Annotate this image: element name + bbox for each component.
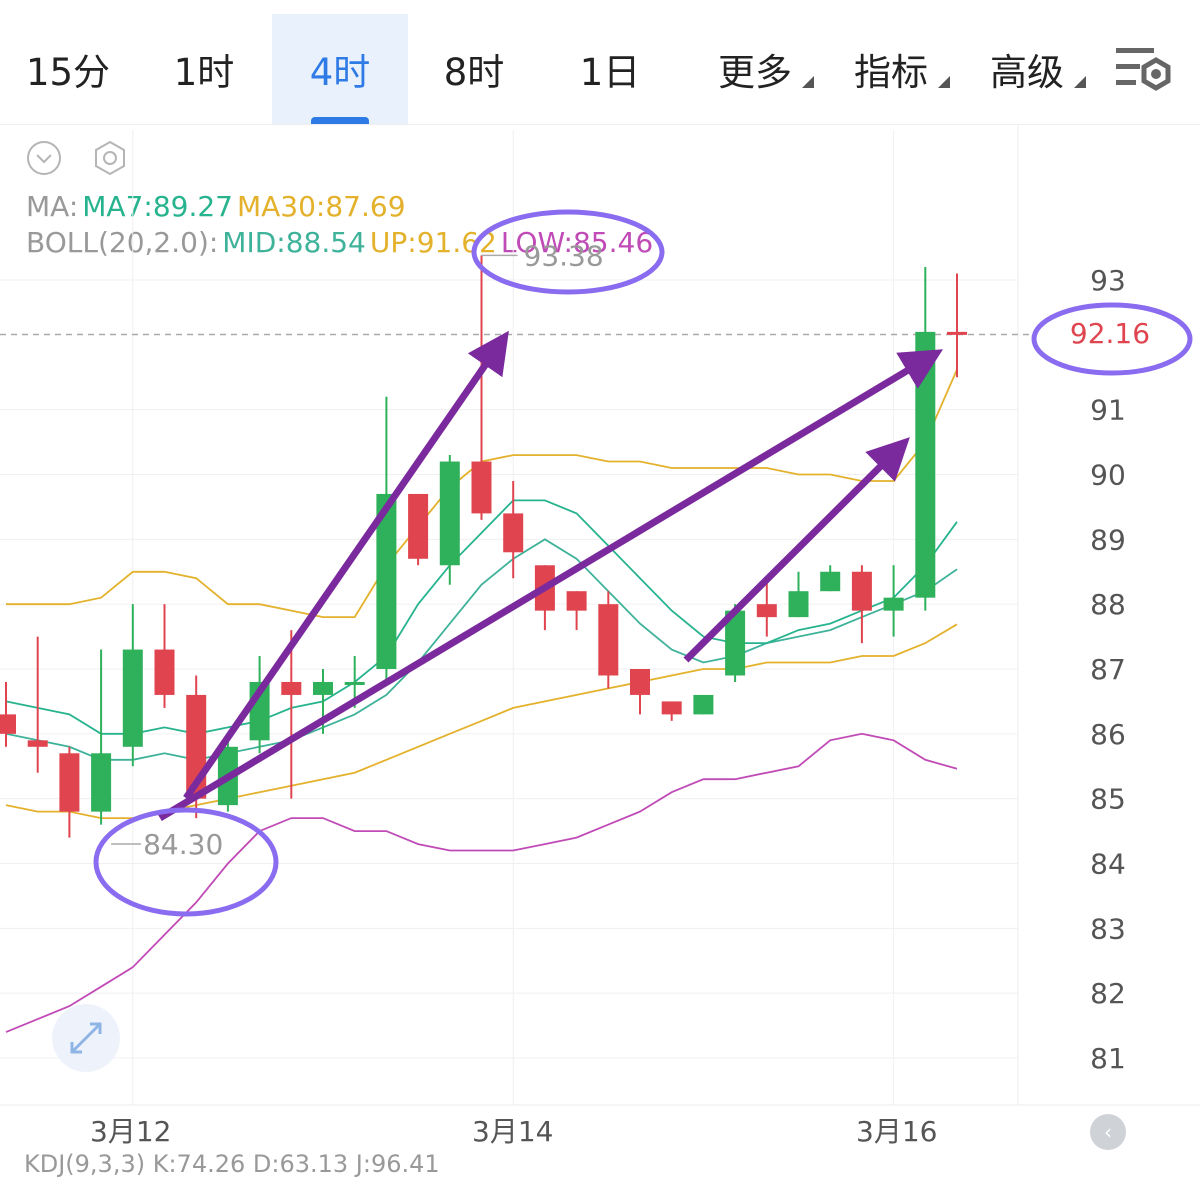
ma-prefix: MA: xyxy=(26,190,79,223)
more-label: 更多 xyxy=(718,51,792,94)
y-tick-label: 82 xyxy=(1090,977,1126,1010)
high-marker-label: 93.38 xyxy=(524,239,604,272)
tab-label: 4时 xyxy=(309,51,371,94)
kdj-legend: KDJ(9,3,3) K:74.26 D:63.13 J:96.41 xyxy=(24,1150,440,1178)
indicator-dropdown[interactable]: 指标 xyxy=(836,14,950,124)
candle-body xyxy=(503,513,524,553)
annotation-circle xyxy=(93,807,279,917)
chart-settings-icon[interactable] xyxy=(1112,42,1174,98)
x-tick: 3月12 xyxy=(90,1115,172,1148)
candle-body xyxy=(122,649,143,747)
expand-arrows-icon[interactable] xyxy=(50,1002,122,1074)
boll-prefix: BOLL(20,2.0): xyxy=(26,226,219,259)
collapse-left-icon[interactable]: ‹ xyxy=(1090,1114,1126,1150)
candle-body xyxy=(27,740,48,747)
candle-body xyxy=(820,571,841,592)
candle-body xyxy=(91,753,112,812)
candle-body xyxy=(376,493,397,669)
candle-body xyxy=(154,649,175,695)
ma30-line xyxy=(5,623,958,819)
candle-body xyxy=(598,604,619,676)
active-tab-indicator xyxy=(311,117,369,124)
annotation-arrow xyxy=(158,349,944,822)
candle-body xyxy=(883,597,904,611)
y-tick-label: 83 xyxy=(1090,912,1126,945)
candle-body xyxy=(408,493,429,559)
dropdown-corner-icon xyxy=(938,76,950,88)
x-tick: 3月16 xyxy=(856,1115,938,1148)
tab-label: 1日 xyxy=(579,51,641,94)
boll-mid-value: MID:88.54 xyxy=(222,226,366,259)
boll-low-line xyxy=(5,732,958,1033)
advanced-dropdown[interactable]: 高级 xyxy=(972,14,1086,124)
candle-body xyxy=(788,591,809,618)
annotation-arrow xyxy=(683,437,910,663)
y-tick-label: 93 xyxy=(1090,264,1126,297)
y-tick-label: 88 xyxy=(1090,588,1126,621)
timeframe-toolbar: 15分 1时 4时 8时 1日 更多 指标 高级 xyxy=(0,0,1200,125)
boll-low-value: LOW:85.46 xyxy=(500,226,654,259)
candle-body xyxy=(59,753,80,812)
y-tick-label: 85 xyxy=(1090,783,1126,816)
candle-body xyxy=(693,694,714,715)
candle-body xyxy=(0,714,16,734)
candle-body xyxy=(725,610,746,676)
y-tick-label: 91 xyxy=(1090,394,1126,427)
candle-body xyxy=(471,461,492,514)
low-marker-label: 84.30 xyxy=(143,828,223,861)
tab-label: 8时 xyxy=(443,51,505,94)
y-tick-label: 90 xyxy=(1090,459,1126,492)
ma7-line xyxy=(5,499,958,735)
y-tick-label: 84 xyxy=(1090,848,1126,881)
candle-body xyxy=(566,591,587,611)
candle-body xyxy=(661,701,682,715)
tab-1h[interactable]: 1时 xyxy=(146,14,262,124)
candle-body xyxy=(947,331,967,335)
boll-mid-line xyxy=(5,538,958,761)
y-tick-label: 87 xyxy=(1090,653,1126,686)
dropdown-corner-icon xyxy=(802,76,814,88)
current-price-tag: 92.16 xyxy=(1042,314,1178,354)
tab-1d[interactable]: 1日 xyxy=(552,14,668,124)
dropdown-corner-icon xyxy=(1074,76,1086,88)
annotation-arrow xyxy=(183,330,509,800)
y-tick-label: 86 xyxy=(1090,718,1126,751)
more-dropdown[interactable]: 更多 xyxy=(700,14,814,124)
annotation-circle xyxy=(1031,302,1193,376)
tab-label: 1时 xyxy=(173,51,235,94)
candle-body xyxy=(281,681,302,695)
indicator-label: 指标 xyxy=(854,51,928,94)
candle-body xyxy=(313,681,333,695)
x-tick: 3月14 xyxy=(472,1115,554,1148)
boll-legend: BOLL(20,2.0): MID:88.54 UP:91.62 LOW:85.46 xyxy=(26,226,657,259)
ma7-value: MA7:89.27 xyxy=(82,190,233,223)
current-price: 92.16 xyxy=(1069,317,1151,350)
advanced-label: 高级 xyxy=(990,51,1064,94)
y-tick-label: 89 xyxy=(1090,523,1126,556)
tab-8h[interactable]: 8时 xyxy=(416,14,532,124)
ma30-value: MA30:87.69 xyxy=(236,190,406,223)
tab-4h[interactable]: 4时 xyxy=(272,14,408,124)
candle-body xyxy=(344,681,365,685)
y-tick-label: 81 xyxy=(1090,1042,1126,1075)
tab-label: 15分 xyxy=(25,51,111,94)
candle-body xyxy=(915,331,936,598)
chevron-down-circle-icon[interactable] xyxy=(26,140,62,176)
hexagon-settings-icon[interactable] xyxy=(92,140,128,176)
candle-body xyxy=(756,604,777,618)
ma-legend: MA: MA7:89.27 MA30:87.69 xyxy=(26,190,410,223)
tab-15min[interactable]: 15分 xyxy=(10,14,126,124)
candle-body xyxy=(630,669,650,695)
annotation-circle xyxy=(471,209,665,295)
candle-body xyxy=(851,571,872,611)
candle-body xyxy=(439,461,460,566)
